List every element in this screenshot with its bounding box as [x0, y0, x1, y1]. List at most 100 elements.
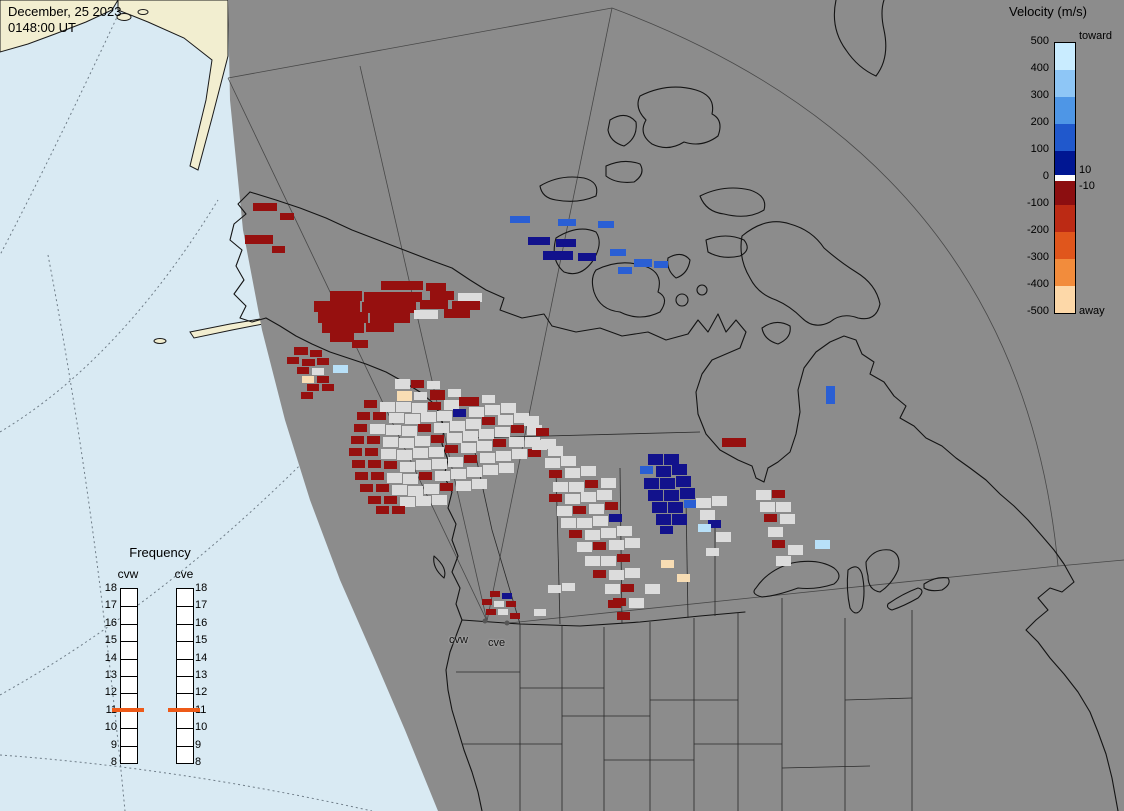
- frequency-marker-cvw: [112, 707, 144, 712]
- lake-erie: [886, 587, 923, 611]
- colorbar-segment: [1055, 180, 1075, 205]
- velocity-cell: [354, 424, 367, 432]
- velocity-cell: [684, 500, 697, 508]
- velocity-cell: [445, 445, 458, 453]
- velocity-cell: [548, 446, 563, 456]
- frequency-bar-divider: [121, 606, 137, 608]
- velocity-cell: [431, 435, 444, 443]
- velocity-cell: [708, 520, 721, 528]
- velocity-cell: [676, 476, 691, 487]
- land-outside-map: [0, 0, 269, 344]
- velocity-cell: [415, 436, 430, 446]
- frequency-bar-divider: [121, 745, 137, 747]
- colorbar-segment: [1055, 97, 1075, 124]
- velocity-cell: [496, 451, 511, 461]
- colorbar-segment: [1055, 285, 1075, 313]
- velocity-cell: [609, 570, 624, 580]
- velocity-cell: [480, 453, 495, 463]
- frequency-legend: Frequency cvw cve 18 17 16 15 14 13 12 11 10 9 8 18…: [95, 545, 225, 780]
- colorbar-tick-label: 500: [1030, 35, 1049, 47]
- colorbar-segment: [1055, 124, 1075, 151]
- colorbar-tick-label: 400: [1030, 62, 1049, 74]
- colorbar-segment: [1055, 43, 1075, 70]
- velocity-cell: [528, 449, 541, 457]
- velocity-cell: [668, 502, 683, 513]
- radar-fov-lines: [227, 7, 1124, 624]
- velocity-cell: [469, 407, 484, 417]
- frequency-marker-cve: [168, 707, 200, 712]
- velocity-cell: [764, 514, 777, 522]
- velocity-cell: [318, 312, 368, 323]
- velocity-cell: [557, 506, 572, 516]
- velocity-cell: [424, 484, 439, 494]
- frequency-bar-divider: [121, 693, 137, 695]
- velocity-cell: [605, 502, 618, 510]
- frequency-bar-divider: [177, 658, 193, 660]
- velocity-cell: [495, 427, 510, 437]
- velocity-cell: [376, 506, 389, 514]
- velocity-cell: [609, 540, 624, 550]
- velocity-cell: [426, 283, 446, 291]
- velocity-cell: [527, 425, 542, 435]
- velocity-cell: [512, 449, 527, 459]
- velocity-cell: [322, 323, 364, 333]
- velocity-cell: [399, 438, 414, 448]
- velocity-cell: [780, 514, 795, 524]
- velocity-cell: [245, 235, 273, 244]
- velocity-cell: [364, 292, 422, 302]
- velocity-cell: [788, 545, 803, 555]
- frequency-bar-cve: [176, 588, 194, 764]
- frequency-tick-label: 9: [110, 738, 117, 751]
- velocity-cell: [677, 574, 690, 582]
- velocity-cell: [387, 473, 402, 483]
- velocity-cell: [428, 402, 441, 410]
- velocity-cell: [444, 309, 470, 318]
- velocity-cell: [416, 460, 431, 470]
- velocity-cell: [420, 300, 448, 309]
- colorbar-tick-label: 100: [1030, 143, 1049, 155]
- velocity-cell: [412, 403, 427, 413]
- velocity-cell: [432, 459, 447, 469]
- velocity-cell: [698, 524, 711, 532]
- velocity-cell: [461, 443, 476, 453]
- ellesmere-island: [637, 86, 721, 149]
- velocity-cell: [577, 542, 592, 552]
- velocity-cell: [506, 601, 516, 607]
- velocity-cell: [383, 437, 398, 447]
- velocity-cell: [581, 466, 596, 476]
- lake-michigan: [846, 566, 865, 614]
- velocity-cell: [561, 518, 576, 528]
- velocity-cell: [585, 556, 600, 566]
- velocity-cell: [370, 313, 410, 323]
- velocity-cell: [706, 548, 719, 556]
- velocity-legend-title: Velocity (m/s): [1009, 4, 1088, 19]
- velocity-cell: [429, 447, 444, 457]
- velocity-cell: [502, 593, 512, 599]
- velocity-cell: [430, 291, 454, 300]
- velocity-cell: [712, 496, 727, 506]
- velocity-cell: [381, 449, 396, 459]
- frequency-tick-label: 13: [195, 669, 208, 681]
- velocity-cell: [405, 414, 420, 424]
- velocity-cell: [499, 463, 514, 473]
- lake-huron: [865, 549, 900, 593]
- velocity-cell: [400, 462, 415, 472]
- velocity-cell: [482, 417, 495, 425]
- vancouver-island: [433, 555, 446, 579]
- velocity-cell: [440, 483, 453, 491]
- velocity-cell: [373, 412, 386, 420]
- colorbar-segment: [1055, 204, 1075, 232]
- velocity-cell: [402, 426, 417, 436]
- greenland-coast: [833, 0, 877, 77]
- velocity-cell: [414, 392, 427, 400]
- frequency-bar-divider: [177, 606, 193, 608]
- velocity-cell: [498, 415, 513, 425]
- banks-island: [553, 228, 600, 275]
- velocity-cell: [463, 431, 478, 441]
- frequency-column-cve: cve: [174, 567, 194, 581]
- velocity-cell: [397, 391, 412, 401]
- velocity-cell: [776, 556, 791, 566]
- velocity-cell: [640, 466, 653, 474]
- frequency-tick-label: 14: [104, 651, 117, 664]
- radar-sites-dots: [482, 618, 510, 626]
